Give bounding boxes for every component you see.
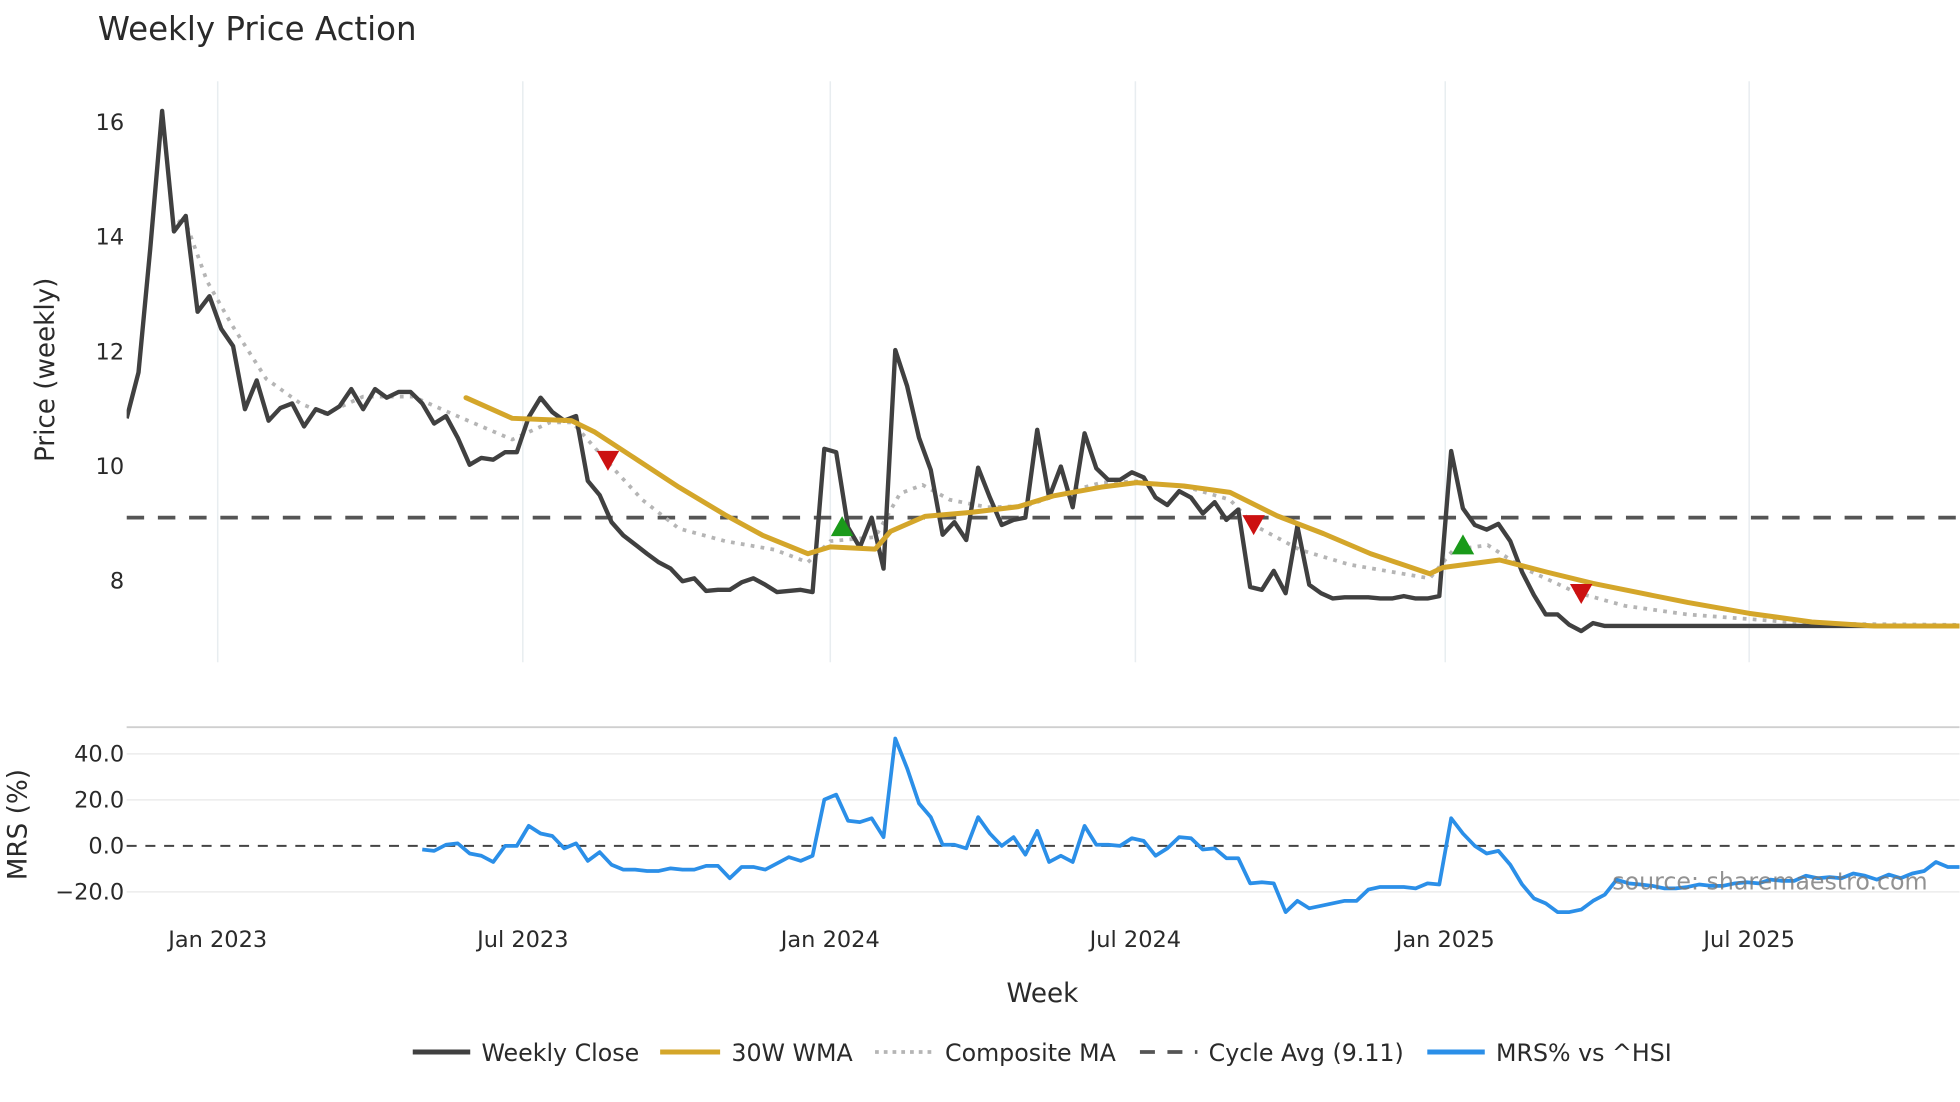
- mrs-series: [422, 736, 1960, 914]
- x-ticks: Jan 2023 Jul 2023 Jan 2024 Jul 2024 Jan 2025…: [166, 927, 1795, 953]
- legend: Weekly Close 30W WMA Composite MA Cycle …: [412, 1039, 1672, 1067]
- series-weekly-close: [126, 108, 1901, 634]
- price-tick-label: 16: [96, 110, 125, 136]
- legend-label: Composite MA: [945, 1039, 1117, 1067]
- x-tick-label: Jan 2025: [1394, 927, 1495, 953]
- x-tick-label: Jul 2024: [1088, 927, 1181, 953]
- legend-label: Weekly Close: [481, 1039, 639, 1067]
- legend-item-30w-wma[interactable]: 30W WMA: [660, 1039, 853, 1067]
- legend-item-composite-ma[interactable]: Composite MA: [875, 1039, 1117, 1067]
- mrs-tick-label: −20.0: [55, 879, 124, 905]
- mrs-tick-label: 40.0: [74, 741, 124, 767]
- chart-title: Weekly Price Action: [98, 10, 417, 48]
- legend-label: 30W WMA: [731, 1039, 853, 1067]
- price-axis-title: Price (weekly): [31, 278, 61, 462]
- mrs-tick-label: 20.0: [74, 787, 124, 813]
- x-tick-label: Jul 2025: [1701, 927, 1794, 953]
- price-tick-label: 8: [110, 569, 124, 595]
- x-tick-label: Jan 2023: [166, 927, 267, 953]
- legend-label: Cycle Avg (9.11): [1209, 1039, 1404, 1067]
- sell-signal-marker: [1569, 583, 1593, 604]
- mrs-gridlines: [126, 726, 1960, 893]
- mrs-axis-title: MRS (%): [4, 769, 34, 880]
- x-axis-title: Week: [1007, 979, 1080, 1009]
- series-composite-ma: [171, 214, 1960, 627]
- sell-signal-marker: [596, 450, 620, 471]
- x-tick-label: Jan 2024: [779, 927, 880, 953]
- mrs-y-ticks: 40.0 20.0 0.0 −20.0: [55, 741, 124, 905]
- price-tick-label: 12: [96, 339, 125, 365]
- buy-signal-marker: [1451, 534, 1475, 555]
- x-tick-label: Jul 2023: [475, 927, 568, 953]
- legend-item-mrs[interactable]: MRS% vs ^HSI: [1427, 1039, 1672, 1067]
- legend-item-weekly-close[interactable]: Weekly Close: [412, 1039, 639, 1067]
- price-gridlines: [216, 81, 1750, 663]
- series-30w-wma: [463, 395, 1960, 629]
- buy-signal-marker: [830, 516, 854, 537]
- legend-item-cycle-avg[interactable]: Cycle Avg (9.11): [1139, 1039, 1404, 1067]
- legend-label: MRS% vs ^HSI: [1496, 1039, 1672, 1067]
- series-mrs-vs-hsi: [422, 736, 1960, 914]
- price-tick-label: 14: [96, 225, 125, 251]
- mrs-tick-label: 0.0: [88, 833, 124, 859]
- watermark: source: sharemaestro.com: [1612, 868, 1927, 896]
- price-tick-label: 10: [96, 454, 125, 480]
- sell-signal-marker: [1242, 515, 1265, 536]
- price-series: [126, 108, 1960, 634]
- price-y-ticks: 16 14 12 10 8: [96, 110, 125, 595]
